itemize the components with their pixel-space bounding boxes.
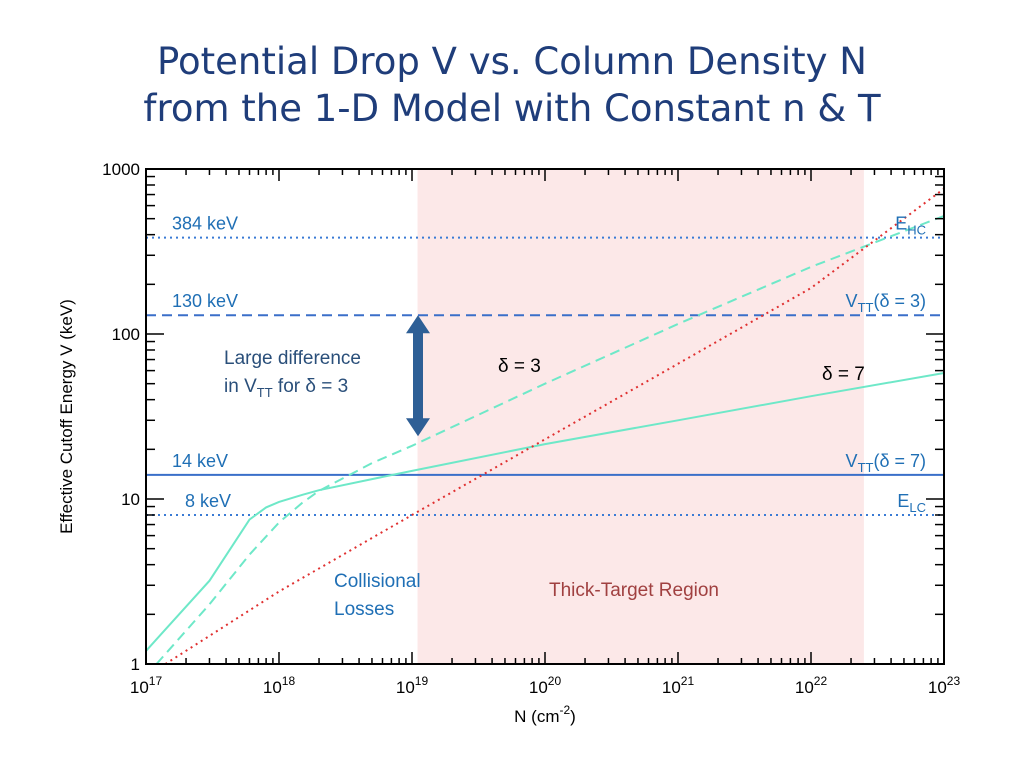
- arrow-shaft: [413, 331, 423, 421]
- y-axis-title: Effective Cutoff Energy V (keV): [57, 299, 76, 534]
- x-tick-label-6: 1023: [928, 674, 961, 697]
- hline-right-label-3: ELC: [897, 491, 926, 515]
- arrow-head-up: [406, 315, 430, 334]
- x-tick-label-2: 1019: [396, 674, 429, 697]
- x-tick-label-3: 1020: [529, 674, 562, 697]
- slide-title-line-1: Potential Drop V vs. Column Density N: [157, 40, 867, 83]
- x-axis-title: N (cm-2): [514, 703, 576, 726]
- collisional-label-line-2: Losses: [334, 599, 394, 620]
- x-tick-label-4: 1021: [662, 674, 695, 697]
- series-line-1: [155, 214, 945, 665]
- slide-title: Potential Drop V vs. Column Density N fr…: [0, 38, 1024, 132]
- delta-3-label: δ = 3: [498, 356, 541, 377]
- y-tick-label-0: 1: [131, 655, 140, 674]
- series-line-0: [145, 372, 945, 652]
- slide-title-line-2: from the 1-D Model with Constant n & T: [143, 87, 881, 130]
- reference-lines: [146, 236, 944, 516]
- thick-target-region: [417, 169, 864, 664]
- y-tick-label-2: 100: [112, 325, 140, 344]
- hline-label-3: 8 keV: [185, 491, 231, 511]
- x-tick-label-5: 1022: [795, 674, 828, 697]
- hline-right-label-2: VTT(δ = 7): [846, 451, 926, 475]
- x-tick-label-0: 1017: [130, 674, 163, 697]
- axis-ticks: [145, 168, 945, 665]
- y-tick-label-1: 10: [121, 490, 140, 509]
- large-difference-line-1: Large difference: [224, 348, 361, 369]
- hline-label-2: 14 keV: [172, 451, 228, 471]
- hline-label-1: 130 keV: [172, 291, 238, 311]
- thick-target-region-label: Thick-Target Region: [549, 580, 719, 601]
- difference-arrow: [406, 315, 430, 437]
- y-tick-label-3: 1000: [102, 160, 140, 179]
- hline-right-label-0: EHC: [895, 214, 926, 238]
- hline-right-label-1: VTT(δ = 3): [846, 291, 926, 315]
- collisional-label-line-1: Collisional: [334, 571, 421, 592]
- large-difference-line-2: in VTT for δ = 3: [224, 376, 348, 400]
- annotations: 384 keV EHC 130 keV VTT(δ = 3) 14 keV VTT(δ =…: [172, 214, 926, 620]
- delta-7-label: δ = 7: [822, 364, 865, 385]
- arrow-head-down: [406, 418, 430, 437]
- data-series: [145, 187, 945, 665]
- x-tick-label-1: 1018: [263, 674, 296, 697]
- axis-labels: 1017 1018 1019 1020 1021 1022 1023 1 10 100 1000 N …: [57, 160, 960, 726]
- hline-label-0: 384 keV: [172, 214, 238, 234]
